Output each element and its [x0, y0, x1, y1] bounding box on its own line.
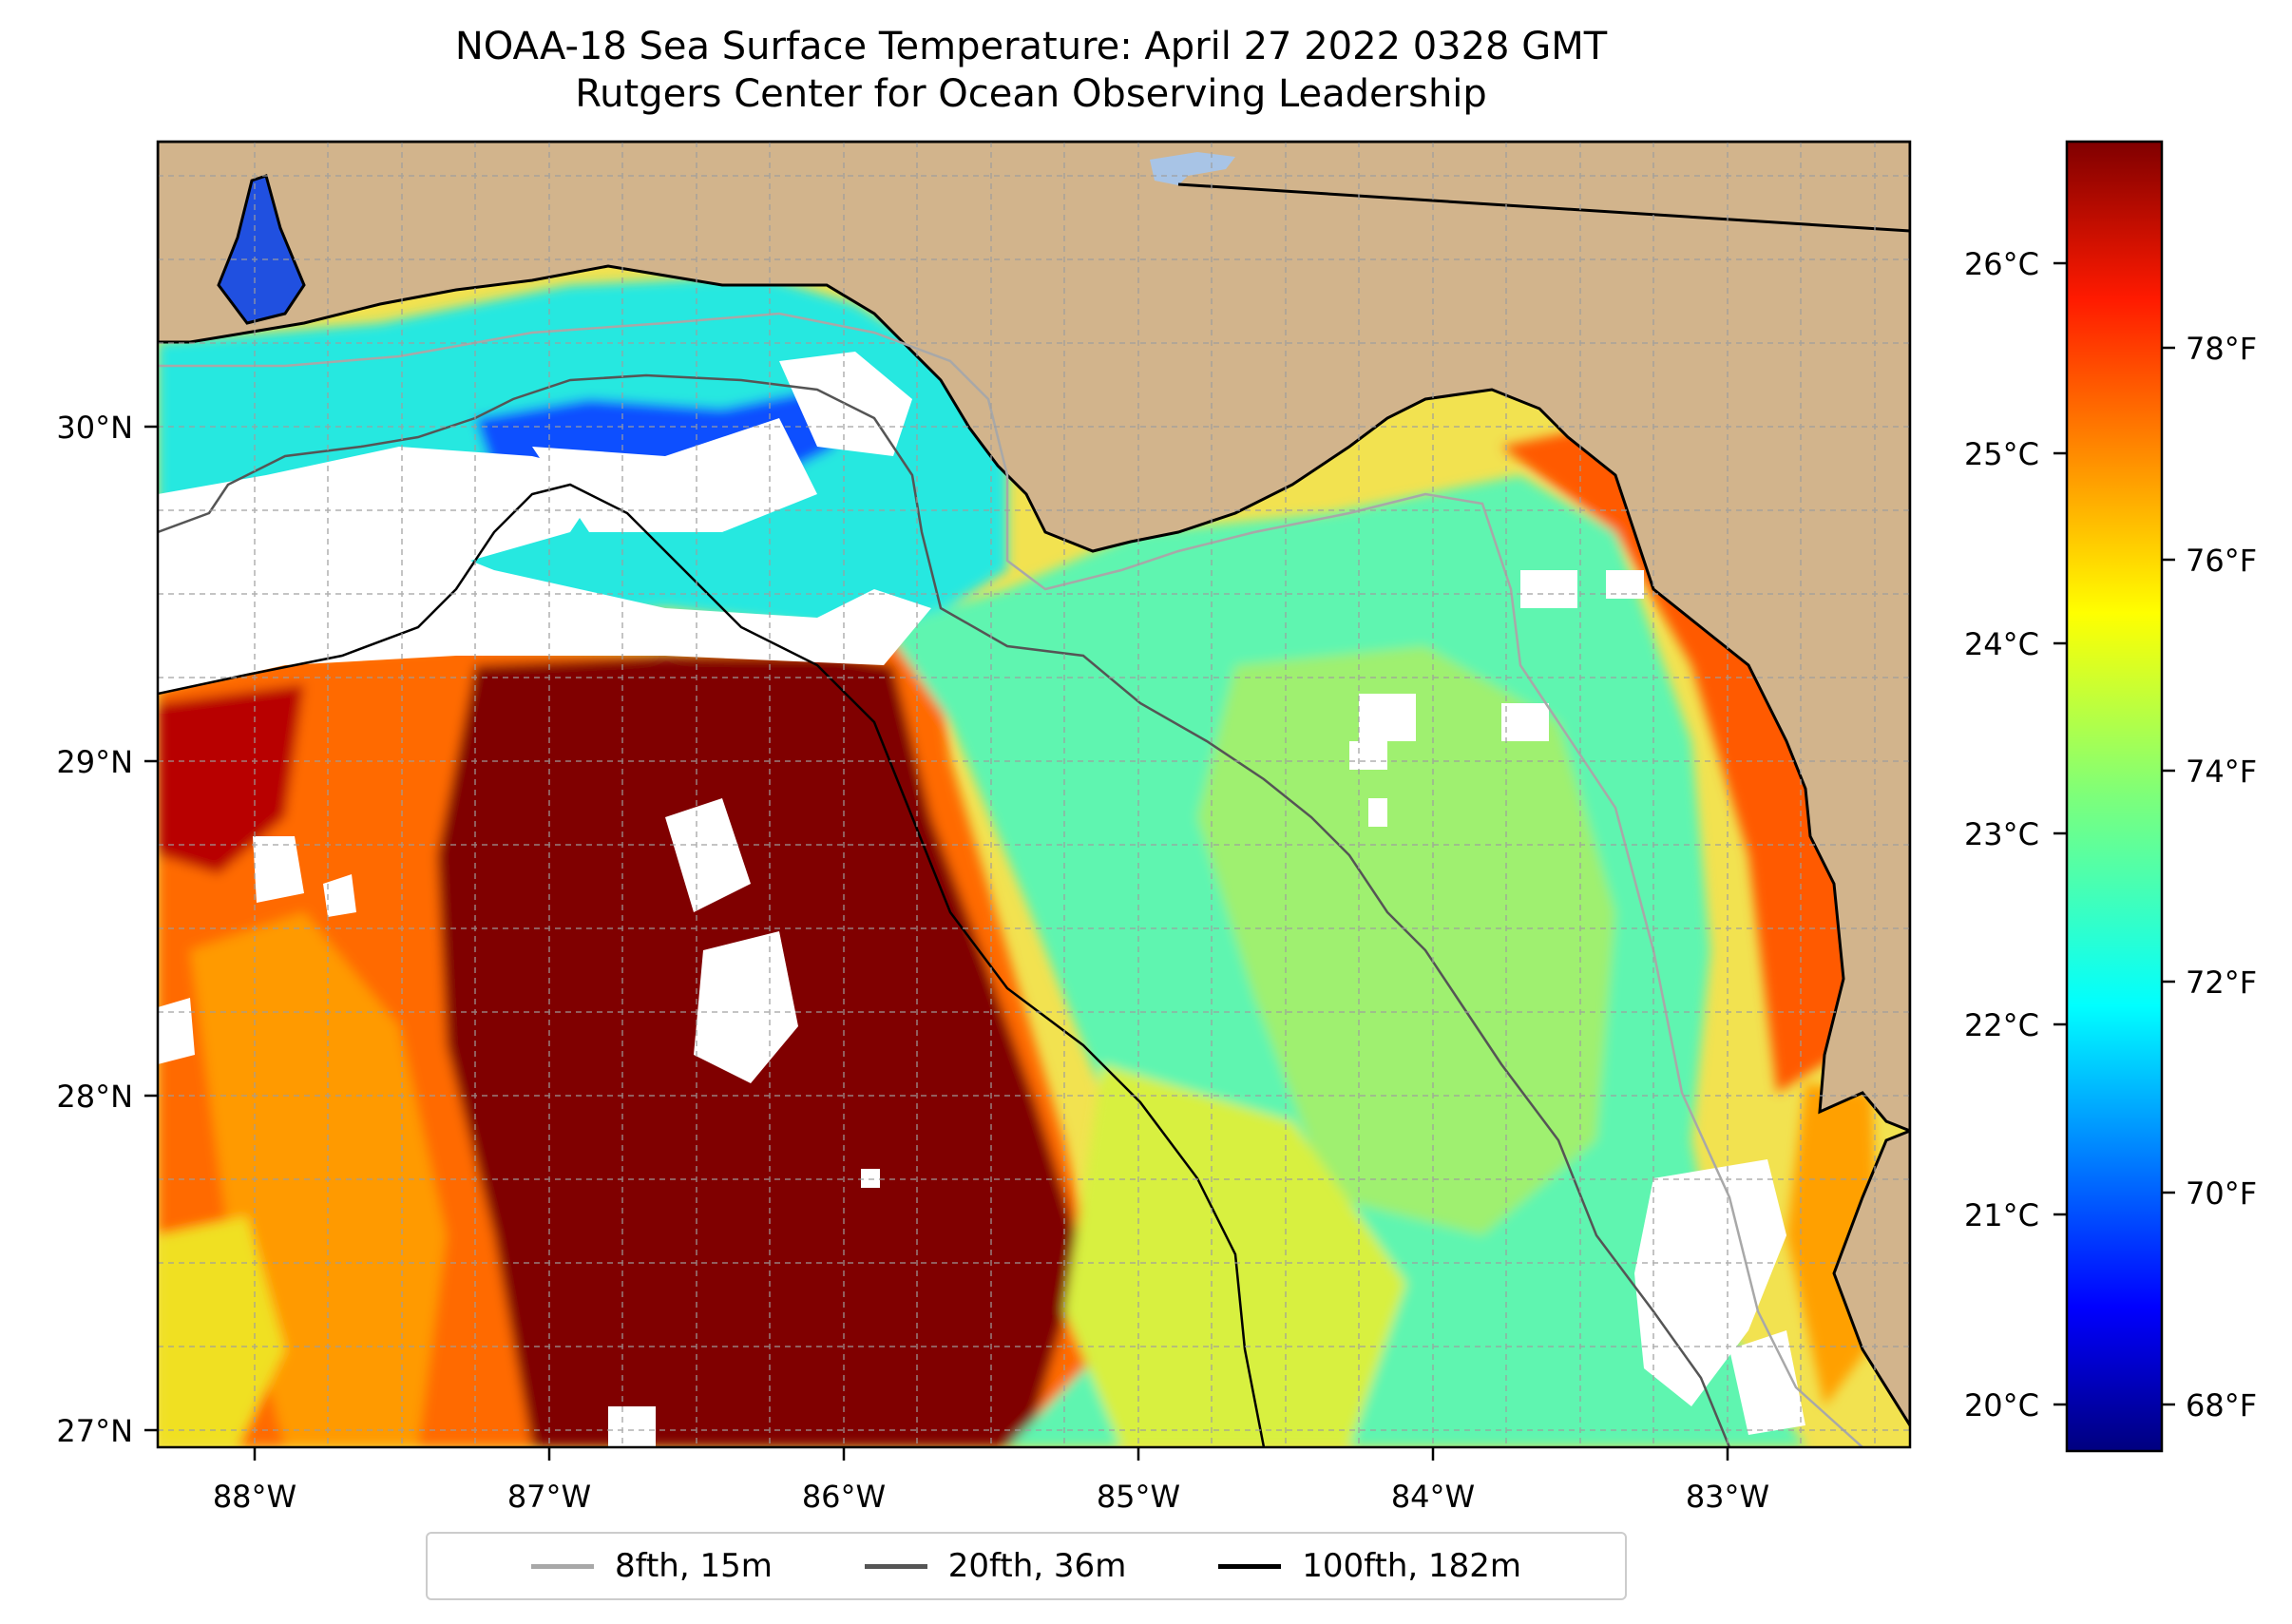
legend-item-8fth: 8fth, 15m	[530, 1547, 773, 1585]
cool-patch-west	[158, 1216, 285, 1447]
isobath-20fth	[158, 373, 1731, 1447]
x-axis-labels: 88°W 87°W 86°W 85°W 84°W 83°W	[213, 1479, 1769, 1515]
isobath-100fth	[158, 483, 1266, 1447]
legend-item-100fth: 100fth, 182m	[1218, 1547, 1521, 1585]
hot-west-strip	[158, 684, 304, 874]
southeast-land	[1832, 1129, 1910, 1428]
colorbar-tick-marks	[2053, 261, 2175, 1406]
colorbar-c-26: 26°C	[1964, 246, 2039, 282]
x-tick-84w: 84°W	[1391, 1479, 1475, 1515]
axis-tick-marks	[144, 425, 1729, 1461]
legend-swatch-20fth	[864, 1563, 927, 1569]
title-line-2: Rutgers Center for Ocean Observing Leade…	[575, 72, 1487, 116]
title-line-1: NOAA-18 Sea Surface Temperature: April 2…	[454, 25, 1608, 68]
colorbar-c-25: 25°C	[1964, 436, 2039, 472]
legend-label-100fth: 100fth, 182m	[1302, 1547, 1522, 1585]
legend-swatch-8fth	[530, 1563, 594, 1569]
y-axis-labels: 30°N 29°N 28°N 27°N	[56, 410, 133, 1449]
map-gridlines	[158, 142, 1910, 1447]
y-tick-30n: 30°N	[56, 410, 133, 446]
colorbar-c-22: 22°C	[1964, 1007, 2039, 1043]
bay-west	[217, 174, 306, 325]
isobath-8fth	[158, 312, 1863, 1447]
map-title: NOAA-18 Sea Surface Temperature: April 2…	[0, 23, 2062, 118]
map-frame	[156, 140, 1912, 1449]
legend-swatch-100fth	[1218, 1563, 1282, 1569]
colorbar-f-74: 74°F	[2186, 754, 2257, 790]
legend-label-20fth: 20fth, 36m	[947, 1547, 1127, 1585]
isobath-contours	[158, 312, 1863, 1447]
x-tick-86w: 86°W	[802, 1479, 886, 1515]
x-tick-88w: 88°W	[213, 1479, 296, 1515]
state-border	[1177, 182, 1910, 233]
colorbar-f-78: 78°F	[2186, 331, 2257, 367]
mainland-north	[158, 142, 1910, 1133]
colorbar: 26°C 25°C 24°C 23°C 22°C 21°C 20°C 78°F …	[1964, 140, 2257, 1453]
east-shelf-green-center	[1197, 646, 1615, 1235]
x-tick-83w: 83°W	[1686, 1479, 1769, 1515]
map-area	[158, 142, 1910, 1447]
y-tick-29n: 29°N	[56, 744, 133, 780]
colorbar-c-21: 21°C	[1964, 1197, 2039, 1233]
colorbar-c-23: 23°C	[1964, 816, 2039, 852]
y-tick-28n: 28°N	[56, 1079, 133, 1115]
y-tick-27n: 27°N	[56, 1413, 133, 1449]
colorbar-gradient	[2065, 140, 2164, 1453]
legend-item-20fth: 20fth, 36m	[864, 1547, 1127, 1585]
colorbar-f-72: 72°F	[2186, 965, 2257, 1001]
land	[158, 142, 1910, 1428]
colorbar-f-70: 70°F	[2186, 1175, 2257, 1212]
x-tick-87w: 87°W	[507, 1479, 591, 1515]
colorbar-f-68: 68°F	[2186, 1387, 2257, 1423]
inland-lake	[1150, 152, 1235, 185]
x-tick-85w: 85°W	[1097, 1479, 1180, 1515]
colorbar-c-20: 20°C	[1964, 1387, 2039, 1423]
isobath-legend: 8fth, 15m 20fth, 36m 100fth, 182m	[426, 1532, 1627, 1600]
legend-label-8fth: 8fth, 15m	[614, 1547, 773, 1585]
colorbar-c-24: 24°C	[1964, 626, 2039, 662]
colorbar-f-76: 76°F	[2186, 543, 2257, 579]
